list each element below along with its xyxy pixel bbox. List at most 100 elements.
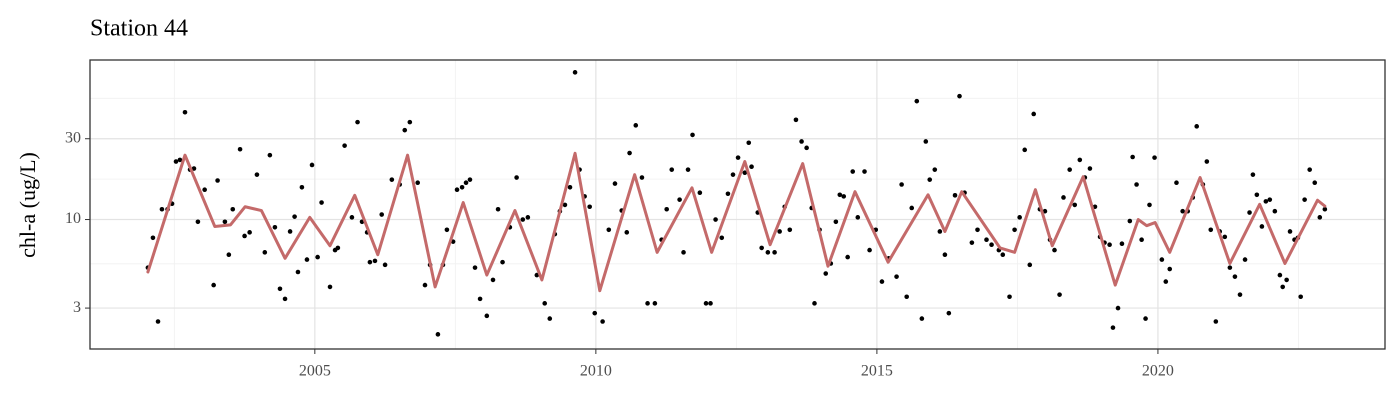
data-point (799, 139, 804, 144)
data-point (1042, 208, 1048, 214)
data-point (708, 301, 713, 306)
data-point (1322, 206, 1328, 212)
data-point (562, 202, 568, 208)
data-point (525, 215, 531, 220)
data-point (793, 117, 799, 123)
x-tick-label: 2005 (299, 363, 331, 380)
data-point (1312, 180, 1318, 186)
y-tick-label: 10 (65, 210, 81, 227)
data-point (422, 282, 428, 288)
data-point (191, 166, 197, 171)
data-point (382, 262, 388, 268)
data-point (1267, 197, 1273, 202)
data-point (1152, 155, 1157, 160)
data-point (222, 219, 228, 225)
data-point (1057, 292, 1062, 297)
data-point (587, 204, 592, 210)
data-point (923, 139, 929, 144)
data-point (1000, 252, 1006, 257)
data-point (472, 265, 478, 270)
data-point (495, 206, 501, 212)
data-point (989, 242, 994, 248)
data-point (899, 182, 904, 187)
data-point (633, 123, 639, 128)
data-point (1213, 319, 1219, 324)
data-point (600, 319, 605, 324)
data-point (1242, 257, 1248, 262)
data-point (855, 215, 861, 220)
data-point (1222, 234, 1228, 240)
data-point (335, 245, 341, 251)
data-point (1031, 111, 1037, 117)
data-point (1284, 277, 1289, 283)
data-point (862, 169, 867, 174)
data-point (735, 155, 741, 160)
data-point (1208, 227, 1214, 233)
data-point (1027, 262, 1033, 268)
data-point (1167, 266, 1173, 272)
data-point (267, 152, 273, 158)
data-point (867, 247, 872, 253)
data-point (904, 294, 909, 300)
data-point (1272, 208, 1278, 214)
data-point (713, 217, 718, 222)
data-point (1147, 202, 1152, 208)
data-point (389, 177, 395, 182)
data-point (1298, 294, 1303, 300)
data-point (1307, 167, 1312, 172)
data-point (277, 286, 283, 292)
chart-title: Station 44 (90, 16, 188, 42)
data-point (150, 235, 156, 241)
data-point (690, 132, 695, 138)
x-tick-label: 2015 (861, 363, 893, 380)
data-point (1017, 215, 1022, 220)
data-point (742, 170, 748, 176)
data-point (1007, 294, 1012, 300)
data-point (833, 219, 839, 225)
data-point (1194, 124, 1200, 129)
data-point (592, 310, 598, 316)
trend-line (146, 151, 1327, 293)
data-point (1287, 229, 1293, 234)
data-point (367, 259, 373, 265)
data-point (514, 175, 519, 180)
data-point (1130, 154, 1135, 160)
data-point (681, 250, 686, 255)
data-point (454, 187, 460, 193)
data-point (379, 212, 385, 217)
data-point (295, 269, 301, 275)
data-point (500, 259, 505, 265)
data-point (823, 271, 829, 276)
data-point (155, 319, 161, 324)
data-point (407, 119, 413, 125)
data-point (459, 184, 465, 190)
data-point (645, 301, 650, 306)
data-point (202, 187, 207, 193)
data-point (804, 145, 809, 151)
data-point (215, 178, 220, 183)
data-point (211, 282, 216, 288)
data-point (652, 301, 658, 306)
y-tick-label: 3 (73, 299, 81, 316)
data-point (639, 175, 645, 180)
data-point (765, 250, 771, 255)
data-point (1277, 272, 1283, 278)
data-point (1022, 147, 1028, 153)
data-point (177, 157, 183, 163)
data-point (725, 191, 731, 197)
data-point (1119, 241, 1125, 246)
data-point (946, 310, 952, 316)
data-point (1115, 305, 1121, 311)
data-point (1012, 227, 1017, 233)
data-point (319, 200, 324, 205)
data-point (627, 150, 632, 156)
data-point (1247, 210, 1252, 215)
data-point (282, 296, 288, 302)
data-point (182, 109, 188, 115)
data-point (845, 254, 850, 260)
data-point (703, 301, 709, 306)
data-point (677, 197, 682, 202)
plot-border (89, 59, 1386, 350)
